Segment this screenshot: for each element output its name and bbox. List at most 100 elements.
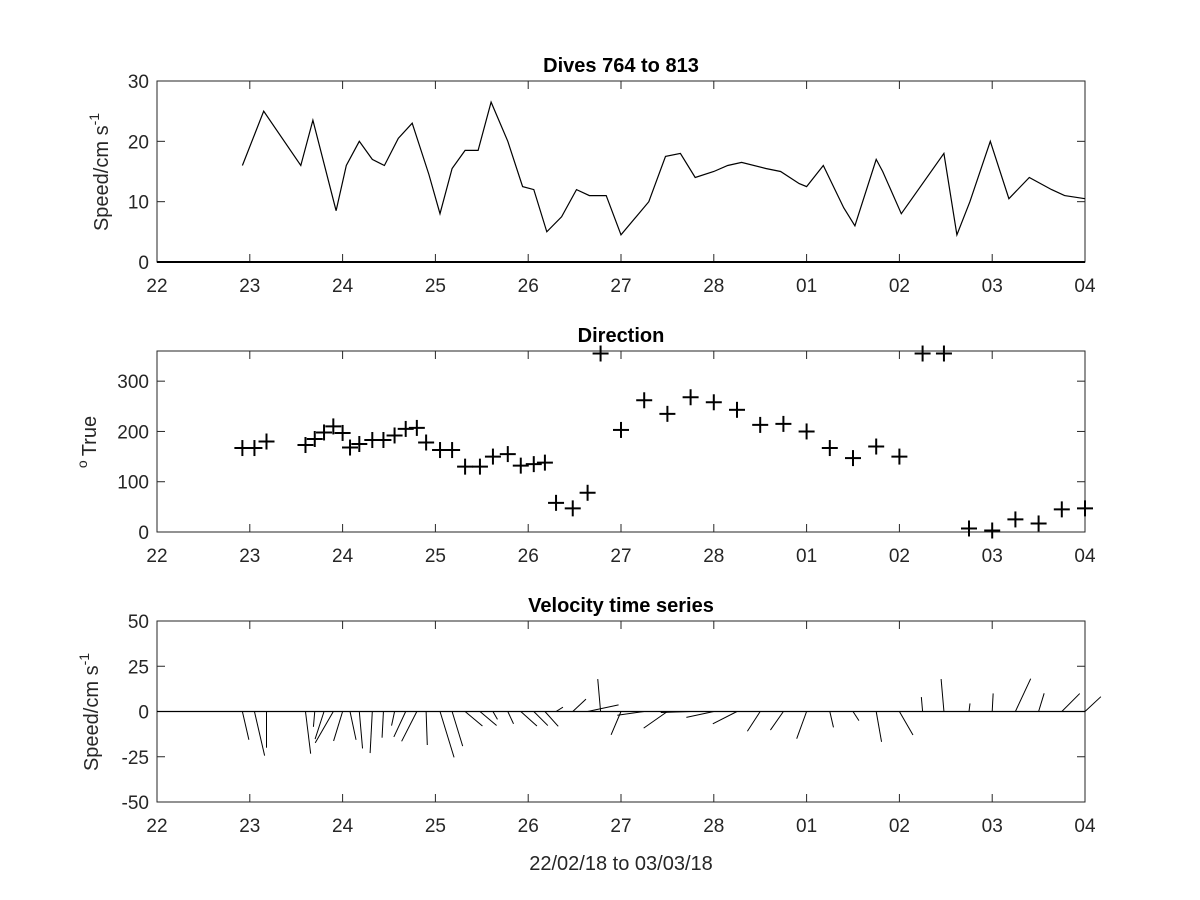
speed-y-axis-label-text: Speed/cm s (91, 125, 113, 231)
velocity-stick (401, 711, 418, 742)
velocity-y-axis-label-text: Speed/cm s (81, 665, 103, 771)
direction-point (297, 437, 314, 454)
direction-point (316, 424, 333, 441)
direction-point (613, 421, 629, 438)
direction-point (386, 427, 403, 444)
velocity-stick (617, 711, 645, 716)
velocity-stick (991, 693, 994, 712)
velocity-x-tick-label: 22 (146, 816, 167, 837)
velocity-stick (572, 698, 587, 712)
velocity-stick (1038, 693, 1045, 712)
direction-point (457, 458, 474, 475)
direction-point (579, 484, 596, 501)
direction-x-tick-label: 28 (703, 546, 724, 567)
velocity-stick (770, 711, 784, 731)
velocity-stick (479, 711, 497, 726)
direction-x-tick-label: 22 (146, 546, 167, 567)
speed-y-tick-label: 30 (128, 72, 149, 93)
velocity-stick (587, 704, 619, 712)
speed-y-axis-label-sup: -1 (86, 113, 102, 126)
speed-x-tick-label: 01 (796, 276, 817, 297)
direction-point (1077, 500, 1093, 517)
direction-point (1030, 515, 1047, 532)
velocity-stick (712, 711, 738, 725)
velocity-stick (746, 711, 761, 732)
direction-point (397, 420, 414, 437)
velocity-x-tick-label: 26 (518, 816, 539, 837)
velocity-stick (643, 711, 668, 729)
velocity-stick (660, 711, 691, 714)
direction-x-tick-label: 01 (796, 546, 817, 567)
velocity-stick (533, 711, 549, 726)
velocity-x-tick-label: 23 (239, 816, 260, 837)
direction-y-tick-label: 300 (117, 372, 149, 393)
direction-point (325, 418, 342, 435)
velocity-stick (304, 711, 312, 754)
direction-point (935, 345, 952, 362)
velocity-stick (241, 711, 250, 740)
speed-x-tick-label: 26 (518, 276, 539, 297)
velocity-x-tick-label: 01 (796, 816, 817, 837)
direction-y-tick-label: 200 (117, 422, 149, 443)
velocity-stick (968, 703, 971, 712)
velocity-stick (451, 711, 464, 747)
velocity-stick (425, 711, 428, 745)
velocity-stick (314, 711, 325, 740)
speed-x-tick-label: 27 (610, 276, 631, 297)
speed-y-axis-label: Speed/cm s-1 (86, 113, 113, 231)
direction-point (682, 389, 699, 406)
direction-point (548, 494, 565, 511)
direction-point (246, 440, 263, 457)
velocity-stick (439, 711, 455, 758)
direction-x-tick-label: 27 (610, 546, 631, 567)
speed-chart-title: Dives 764 to 813 (543, 55, 699, 77)
direction-x-tick-label: 26 (518, 546, 539, 567)
direction-point (798, 423, 815, 440)
velocity-y-tick-label: 25 (128, 657, 149, 678)
velocity-stick (349, 711, 357, 740)
velocity-stick (381, 711, 384, 738)
direction-point (306, 430, 323, 447)
velocity-stick (544, 711, 559, 727)
direction-x-tick-label: 25 (425, 546, 446, 567)
direction-point (659, 405, 676, 422)
direction-point (471, 458, 488, 475)
direction-point (512, 457, 529, 474)
speed-x-tick-label: 02 (889, 276, 910, 297)
direction-point (258, 433, 275, 450)
direction-x-tick-label: 02 (889, 546, 910, 567)
velocity-stick (1061, 693, 1081, 712)
velocity-x-axis-label: 22/02/18 to 03/03/18 (529, 853, 713, 875)
direction-point (1053, 501, 1070, 518)
velocity-stick (898, 711, 914, 736)
direction-point (961, 520, 977, 537)
velocity-stick (686, 711, 714, 718)
direction-x-tick-label: 04 (1074, 546, 1096, 567)
direction-y-axis-label-sup: o (74, 460, 90, 468)
velocity-panel: Velocity time series Speed/cm s-1 22/02/… (76, 595, 1102, 875)
velocity-stick (852, 711, 860, 721)
velocity-stick (358, 711, 364, 749)
direction-y-axis-label: o True (74, 416, 101, 468)
velocity-stick (875, 711, 883, 742)
velocity-stick (920, 697, 924, 712)
speed-plot-area (156, 80, 1086, 263)
direction-x-tick-label: 03 (982, 546, 1003, 567)
direction-plot-area (156, 350, 1086, 533)
velocity-stick (520, 711, 538, 727)
velocity-y-tick-label: 0 (138, 703, 149, 724)
speed-y-tick-label: 20 (128, 132, 149, 153)
velocity-x-tick-label: 03 (982, 816, 1003, 837)
velocity-x-tick-label: 24 (332, 816, 354, 837)
velocity-stick (492, 711, 498, 720)
velocity-stick (829, 711, 834, 728)
velocity-stick (1014, 678, 1032, 712)
velocity-stick (253, 711, 266, 756)
direction-point (636, 392, 653, 409)
direction-point (499, 446, 516, 463)
direction-point (342, 439, 359, 456)
velocity-stick (314, 711, 334, 744)
direction-point (705, 394, 722, 411)
velocity-x-tick-label: 25 (425, 816, 446, 837)
